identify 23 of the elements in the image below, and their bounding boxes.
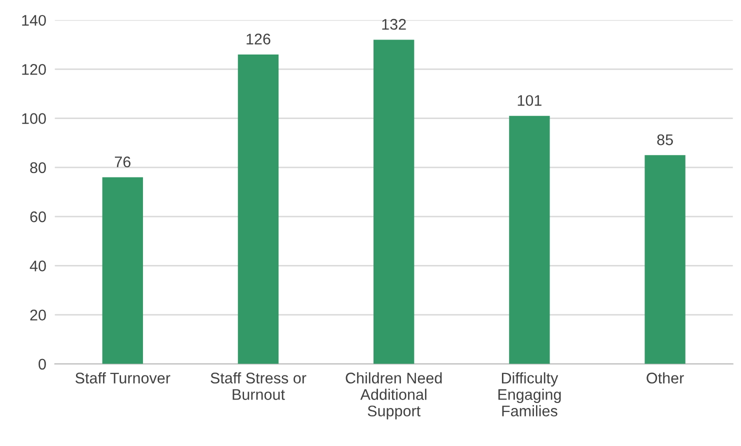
x-tick-label: Other	[646, 372, 684, 384]
bar	[644, 155, 686, 364]
y-tick-label: 100	[22, 113, 46, 124]
y-tick-label: 0	[38, 358, 46, 370]
bar	[102, 177, 143, 364]
y-tick-label: 80	[30, 162, 46, 174]
y-tick-label: 40	[30, 260, 46, 272]
data-label: 76	[114, 156, 130, 168]
x-tick-label: Staff Stress or Burnout	[210, 372, 306, 400]
bar	[374, 40, 414, 364]
x-tick-label: Staff Turnover	[75, 372, 170, 384]
bar	[509, 116, 550, 364]
data-label: 85	[657, 134, 673, 146]
y-tick-label: 60	[30, 211, 46, 222]
data-label: 126	[246, 34, 270, 44]
x-tick-label: Children Need Additional Support	[346, 372, 442, 420]
data-label: 101	[518, 95, 542, 106]
y-tick-label: 140	[22, 14, 46, 26]
y-tick-label: 120	[22, 64, 46, 75]
x-tick-label: Difficulty Engaging Families	[498, 372, 561, 416]
data-label: 132	[382, 18, 406, 30]
y-tick-label: 20	[30, 310, 46, 320]
bar	[238, 54, 279, 364]
